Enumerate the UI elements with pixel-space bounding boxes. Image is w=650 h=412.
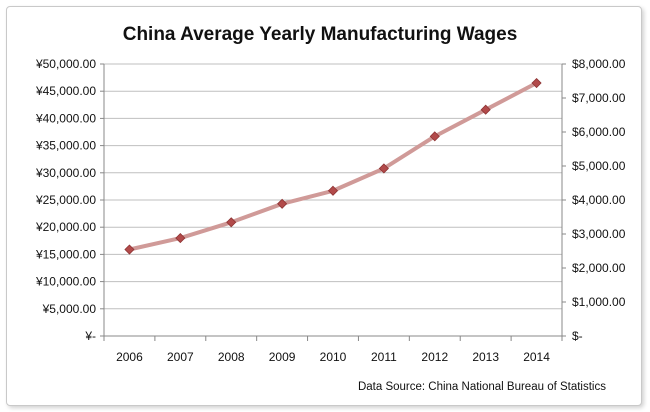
left-tick-label: ¥40,000.00 bbox=[35, 111, 96, 125]
x-tick-label: 2010 bbox=[320, 350, 347, 364]
right-tick-label: $4,000.00 bbox=[572, 193, 626, 207]
left-tick-label: ¥25,000.00 bbox=[35, 193, 96, 207]
x-tick-label: 2014 bbox=[523, 350, 550, 364]
right-tick-label: $- bbox=[572, 329, 583, 343]
data-point-marker bbox=[327, 185, 339, 196]
data-point-marker bbox=[226, 217, 237, 228]
data-point-marker bbox=[378, 163, 389, 174]
left-tick-label: ¥15,000.00 bbox=[35, 247, 96, 261]
data-point-marker bbox=[277, 198, 288, 209]
right-tick-label: $8,000.00 bbox=[572, 57, 626, 71]
x-tick-label: 2008 bbox=[218, 350, 245, 364]
right-tick-label: $2,000.00 bbox=[572, 261, 626, 275]
axes bbox=[100, 63, 566, 341]
right-tick-label: $6,000.00 bbox=[572, 125, 626, 139]
x-tick-label: 2009 bbox=[269, 350, 296, 364]
chart-frame bbox=[6, 6, 642, 406]
data-point-marker bbox=[429, 131, 440, 142]
x-tick-label: 2011 bbox=[371, 350, 397, 364]
x-tick-label: 2012 bbox=[421, 350, 448, 364]
grid-lines bbox=[104, 63, 562, 310]
x-axis-ticks: 2006 2007 2008 2009 2010 2011 2012 2013 2014 bbox=[116, 350, 550, 364]
left-tick-label: ¥5,000.00 bbox=[42, 302, 97, 316]
data-point-marker bbox=[124, 244, 135, 255]
left-tick-label: ¥35,000.00 bbox=[35, 139, 96, 153]
x-tick-label: 2007 bbox=[167, 350, 194, 364]
left-tick-label: ¥- bbox=[84, 329, 96, 343]
left-tick-label: ¥10,000.00 bbox=[35, 275, 96, 289]
data-source-note: Data Source: China National Bureau of St… bbox=[358, 381, 606, 393]
left-tick-label: ¥50,000.00 bbox=[35, 57, 96, 71]
left-axis-ticks: ¥- ¥5,000.00 ¥10,000.00 ¥15,000.00 ¥20,000.0… bbox=[35, 57, 96, 343]
series-line bbox=[127, 81, 539, 252]
right-tick-label: $7,000.00 bbox=[572, 91, 626, 105]
right-tick-label: $1,000.00 bbox=[572, 295, 626, 309]
right-tick-label: $5,000.00 bbox=[572, 159, 626, 173]
left-tick-label: ¥45,000.00 bbox=[35, 84, 96, 98]
right-tick-label: $3,000.00 bbox=[572, 227, 626, 241]
data-point-marker bbox=[175, 233, 186, 244]
data-point-marker bbox=[531, 77, 542, 89]
series-wages bbox=[124, 77, 542, 255]
x-tick-label: 2013 bbox=[472, 350, 499, 364]
data-point-marker bbox=[480, 104, 491, 115]
left-tick-label: ¥20,000.00 bbox=[35, 220, 96, 234]
x-tick-label: 2006 bbox=[116, 350, 143, 364]
right-axis-ticks: $- $1,000.00 $2,000.00 $3,000.00 $4,000.00 $5… bbox=[572, 57, 626, 343]
left-tick-label: ¥30,000.00 bbox=[35, 166, 96, 180]
chart-title: China Average Yearly Manufacturing Wages bbox=[123, 24, 518, 45]
